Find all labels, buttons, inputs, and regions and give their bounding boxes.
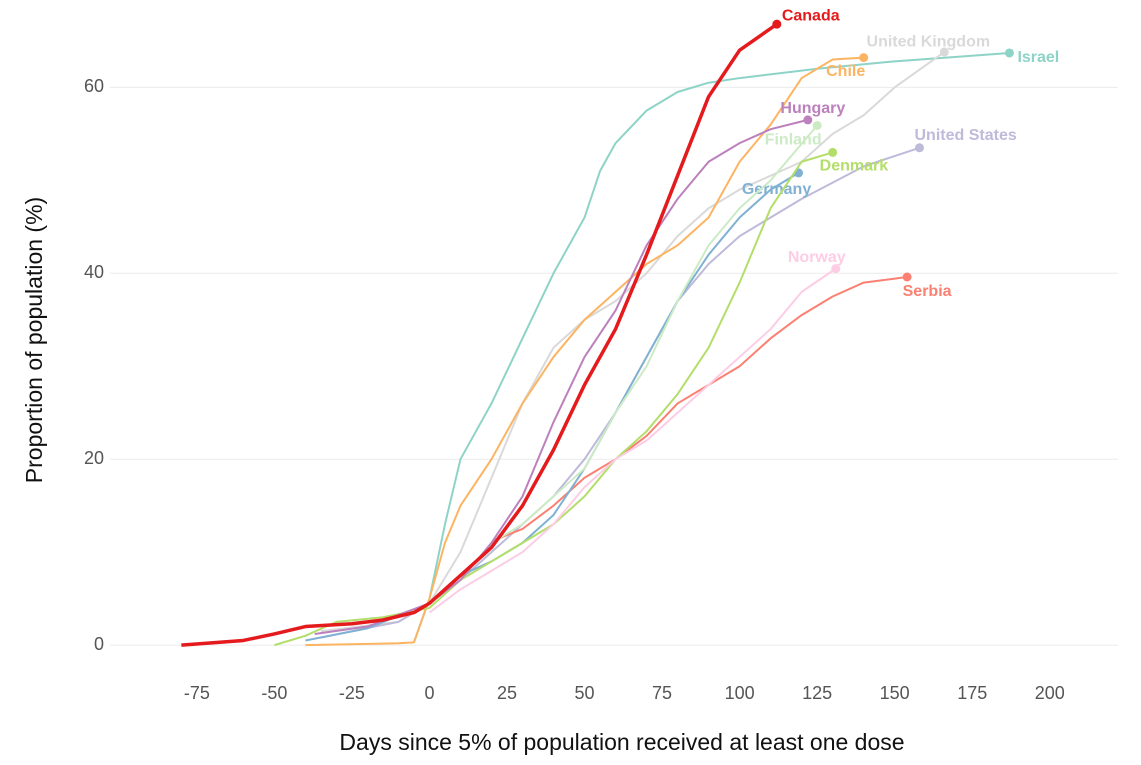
x-axis-title: Days since 5% of population received at … [339, 729, 904, 755]
y-tick-label: 20 [84, 448, 104, 468]
series-label: Norway [788, 249, 846, 266]
end-point [1004, 48, 1014, 58]
end-point [772, 19, 782, 29]
series-line [305, 56, 864, 647]
x-tick-label: 50 [575, 683, 595, 703]
end-point [803, 115, 813, 125]
series-line [181, 22, 778, 647]
y-tick-label: 0 [94, 634, 104, 654]
series-line [413, 51, 1010, 643]
end-point [812, 120, 822, 130]
series-line [494, 276, 908, 541]
series-line [305, 172, 800, 642]
y-tick-label: 60 [84, 76, 104, 96]
x-tick-label: 0 [424, 683, 434, 703]
x-tick-label: 175 [957, 683, 987, 703]
end-point [915, 143, 925, 153]
x-tick-label: 25 [497, 683, 517, 703]
y-tick-label: 40 [84, 262, 104, 282]
series-line [314, 118, 809, 635]
series-label: Denmark [820, 158, 889, 175]
y-axis-title: Proportion of population (%) [21, 197, 47, 483]
x-tick-label: 200 [1035, 683, 1065, 703]
series-label: Serbia [903, 283, 952, 300]
x-tick-label: 150 [880, 683, 910, 703]
series-line [274, 151, 833, 647]
end-point [859, 53, 869, 63]
end-point [828, 147, 838, 157]
x-tick-label: -75 [184, 683, 210, 703]
x-tick-label: 100 [725, 683, 755, 703]
series-label: Finland [765, 132, 822, 149]
series-line [320, 51, 945, 633]
end-point [939, 47, 949, 57]
series-label: Germany [742, 181, 811, 198]
series-label: United Kingdom [867, 33, 991, 50]
lines: Israel United Kingdom United States Serbia G… [181, 7, 1059, 647]
series-label: Israel [1017, 49, 1059, 66]
end-point [902, 272, 912, 282]
x-tick-label: 125 [802, 683, 832, 703]
grid [110, 86, 1118, 646]
x-tick-label: 75 [652, 683, 672, 703]
series-label: United States [915, 127, 1017, 144]
x-tick-label: -50 [261, 683, 287, 703]
series-label: Chile [826, 63, 865, 80]
series-line [320, 146, 920, 639]
series-label: Canada [782, 7, 840, 24]
series-line [428, 267, 837, 614]
series-label: Hungary [780, 100, 845, 117]
x-tick-label: -25 [339, 683, 365, 703]
end-point [831, 264, 841, 274]
